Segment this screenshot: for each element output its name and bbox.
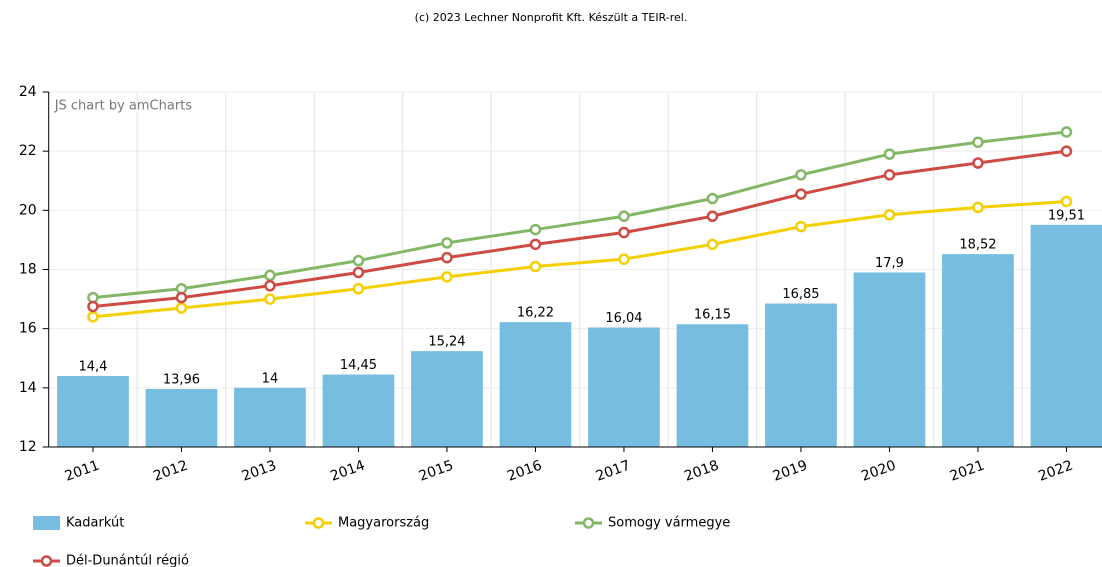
value-label: 16,15 (694, 308, 731, 323)
line-marker (618, 253, 630, 265)
line (92, 149, 1067, 308)
line-marker (706, 210, 719, 222)
x-tick-label: 2014 (328, 457, 367, 484)
line-marker (264, 293, 276, 305)
x-tick-label: 2022 (1036, 457, 1075, 484)
line-marker (706, 192, 719, 205)
line-marker (972, 201, 984, 214)
legend-swatch (582, 517, 595, 529)
value-label: 14,45 (340, 358, 377, 373)
line (92, 130, 1067, 300)
legend-label: Dél-Dunántúl régió (66, 554, 189, 567)
line-marker (441, 271, 453, 283)
line-marker (883, 209, 896, 221)
value-label: 15,24 (428, 335, 465, 350)
y-tick-label: 22 (19, 143, 37, 159)
x-tick-label: 2018 (682, 457, 721, 484)
legend-swatch (312, 517, 325, 529)
line-marker (352, 266, 365, 279)
x-tick-label: 2016 (505, 457, 544, 484)
bar (411, 351, 483, 447)
line-marker (795, 220, 807, 233)
value-label: 14 (262, 371, 279, 386)
line-marker (1060, 145, 1073, 157)
line-marker (264, 280, 276, 292)
line-marker (883, 148, 896, 160)
line-marker (175, 302, 188, 314)
line-marker (618, 210, 630, 222)
line (92, 199, 1067, 319)
line-marker (795, 169, 807, 181)
bar (853, 272, 926, 447)
line-marker (1060, 195, 1073, 208)
x-tick-label: 2021 (948, 457, 987, 484)
value-label: 16,22 (517, 306, 554, 321)
legend-swatch (33, 516, 60, 530)
chart-title: (c) 2023 Lechner Nonprofit Kft. Készült … (415, 11, 688, 24)
bar (588, 327, 660, 447)
value-label: 19,51 (1048, 208, 1085, 223)
x-tick-label: 2015 (417, 457, 456, 484)
x-tick-label: 2020 (859, 457, 898, 484)
bar (676, 324, 749, 447)
line-marker (264, 269, 276, 282)
legend-label: Magyarország (338, 516, 429, 531)
line-marker (352, 282, 365, 295)
line-marker (87, 311, 99, 323)
bar (942, 254, 1014, 447)
line-marker (706, 238, 719, 251)
line-marker (352, 254, 365, 267)
bar (499, 322, 572, 447)
y-tick-label: 14 (19, 380, 37, 396)
line-marker (972, 157, 984, 169)
y-tick-label: 20 (19, 202, 37, 218)
line-marker (175, 291, 188, 304)
line-marker (972, 136, 984, 149)
bar (145, 389, 218, 447)
line-marker (883, 169, 896, 181)
bar (234, 387, 306, 447)
line-marker (1060, 126, 1073, 138)
bar (765, 303, 837, 447)
line-marker (87, 300, 99, 313)
y-tick-label: 12 (19, 439, 37, 455)
x-tick-label: 2013 (240, 457, 279, 484)
value-label: 16,04 (605, 311, 642, 326)
bar (1030, 224, 1102, 447)
legend-label: Somogy vármegye (608, 516, 730, 531)
y-tick-label: 16 (19, 321, 37, 337)
x-tick-label: 2012 (151, 457, 190, 484)
line-marker (529, 238, 542, 251)
value-label: 17,9 (875, 256, 904, 271)
value-label: 13,96 (163, 373, 200, 388)
line-marker (441, 237, 453, 249)
bar (322, 374, 395, 447)
line-marker (529, 223, 542, 236)
watermark: JS chart by amCharts (54, 99, 193, 114)
line-marker (529, 260, 542, 273)
line-marker (618, 226, 630, 239)
value-label: 18,52 (959, 238, 996, 253)
value-label: 14,4 (78, 360, 107, 375)
line-marker (795, 188, 807, 200)
y-tick-label: 18 (19, 262, 37, 278)
y-tick-label: 24 (19, 84, 37, 100)
x-tick-label: 2011 (63, 457, 102, 484)
line-marker (441, 251, 453, 264)
legend-swatch (40, 555, 53, 567)
x-tick-label: 2019 (771, 457, 810, 484)
value-label: 16,85 (782, 287, 819, 302)
legend-label: Kadarkút (66, 516, 124, 531)
bar (57, 376, 129, 447)
x-tick-label: 2017 (594, 457, 633, 484)
